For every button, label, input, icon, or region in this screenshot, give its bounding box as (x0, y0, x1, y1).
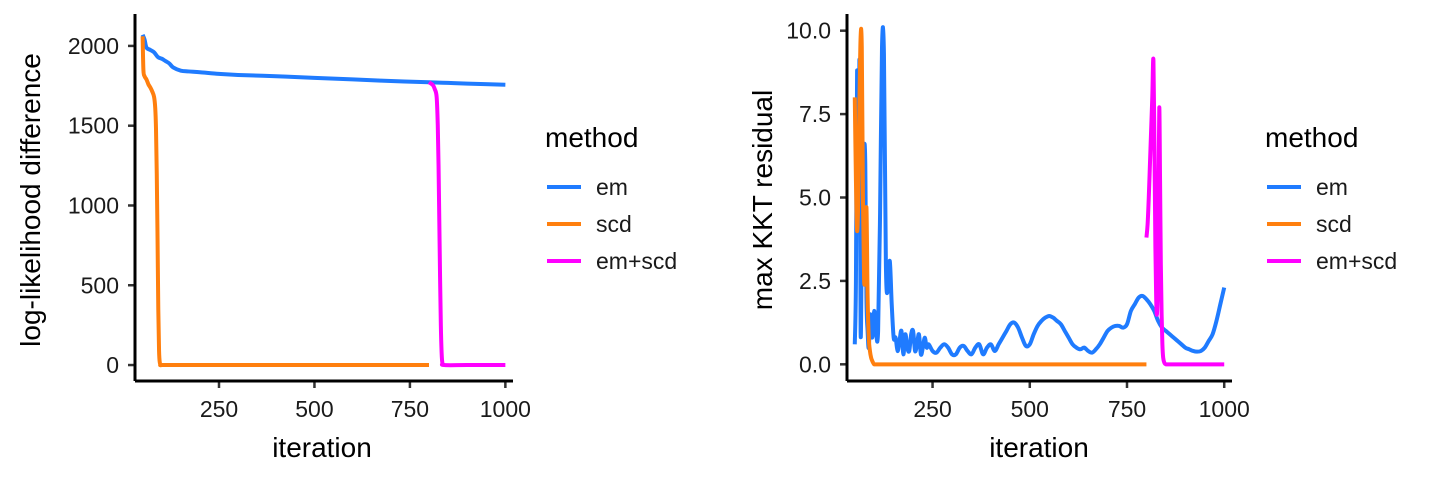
series-layer (852, 25, 1227, 367)
kkt-panel: 0.0 2.5 5.0 7.5 10.0 250 500 750 1000 it… (747, 14, 1397, 463)
legend-label-em-scd: em+scd (596, 248, 677, 274)
series-line-em-scd (1144, 56, 1225, 367)
series-line-scd (852, 26, 1147, 367)
legend: method em scd em+scd (1265, 122, 1397, 274)
x-tick-label: 1000 (1199, 396, 1250, 422)
y-axis-title: log-likelihood difference (15, 53, 46, 347)
series-line-em (852, 25, 1227, 358)
x-tick-label: 1000 (480, 396, 531, 422)
series-line-em (140, 33, 506, 87)
x-tick-label: 250 (913, 396, 951, 422)
x-axis-title: iteration (272, 432, 372, 463)
x-axis-title: iteration (989, 432, 1089, 463)
series-line-em-scd (427, 80, 506, 368)
y-axis-title: max KKT residual (747, 90, 778, 310)
x-tick-label: 750 (1108, 396, 1146, 422)
y-tick-label: 1500 (68, 113, 119, 139)
x-tick-label: 500 (1011, 396, 1049, 422)
y-tick-label: 500 (81, 272, 119, 298)
y-tick-labels: 0 500 1000 1500 2000 (68, 33, 119, 378)
y-tick-label: 2000 (68, 33, 119, 59)
loglik-panel: 0 500 1000 1500 2000 250 500 750 1000 it… (15, 14, 677, 463)
legend-label-em: em (1316, 174, 1348, 200)
legend: method em scd em+scd (545, 122, 677, 274)
legend-title: method (1265, 122, 1358, 153)
y-tick-label: 1000 (68, 192, 119, 218)
legend-label-em-scd: em+scd (1316, 248, 1397, 274)
y-tick-label: 10.0 (786, 18, 831, 44)
legend-label-em: em (596, 174, 628, 200)
y-tick-label: 5.0 (799, 185, 831, 211)
y-tick-label: 0.0 (799, 351, 831, 377)
x-tick-labels: 250 500 750 1000 (913, 396, 1249, 422)
x-tick-labels: 250 500 750 1000 (200, 396, 531, 422)
y-tick-labels: 0.0 2.5 5.0 7.5 10.0 (786, 18, 831, 378)
legend-label-scd: scd (1316, 211, 1352, 237)
legend-label-scd: scd (596, 211, 632, 237)
x-tick-label: 750 (391, 396, 429, 422)
y-tick-label: 2.5 (799, 268, 831, 294)
y-tick-label: 7.5 (799, 101, 831, 127)
legend-title: method (545, 122, 638, 153)
y-tick-label: 0 (106, 352, 119, 378)
x-tick-label: 500 (295, 396, 333, 422)
x-tick-label: 250 (200, 396, 238, 422)
series-line-scd (140, 36, 430, 368)
series-layer (140, 33, 506, 368)
